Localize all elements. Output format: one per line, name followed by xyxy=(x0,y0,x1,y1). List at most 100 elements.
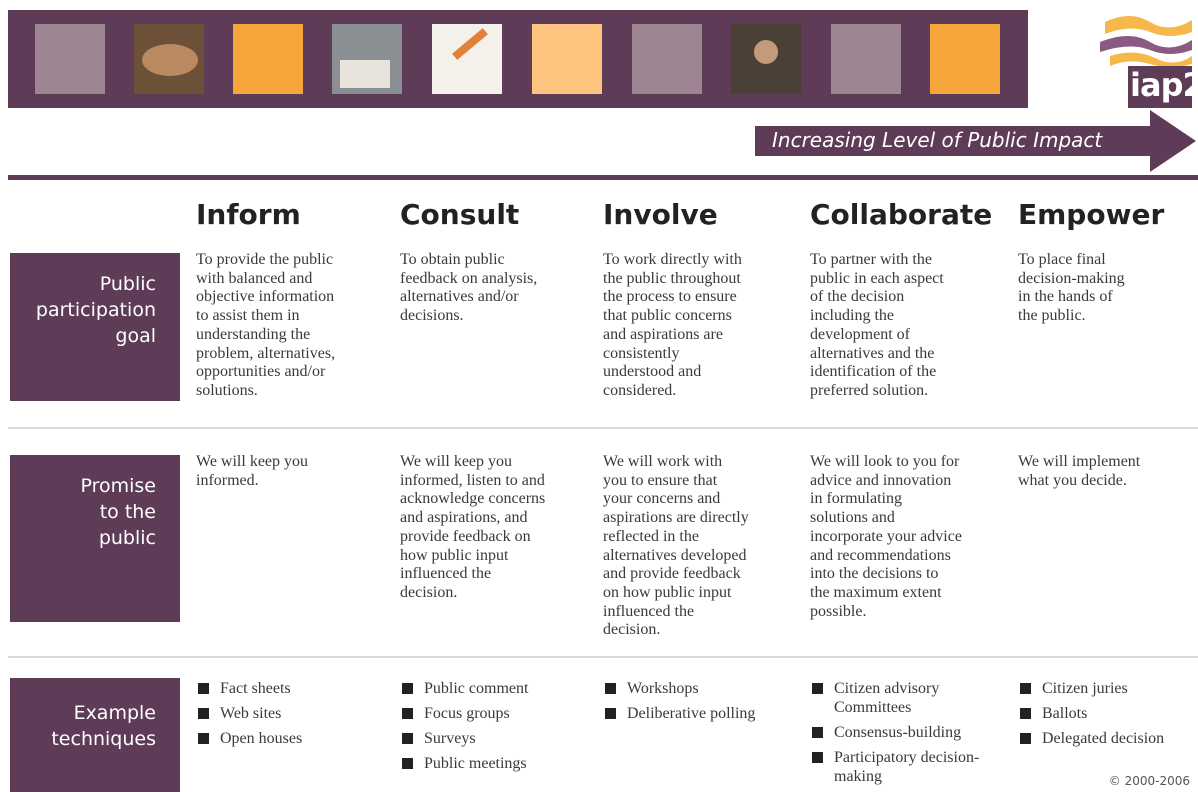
cell-line: you to ensure that xyxy=(603,471,718,489)
technique-item: Public meetings xyxy=(400,754,574,773)
row-label: Promise to the public xyxy=(10,455,180,622)
cell-line: reflected in the xyxy=(603,527,699,545)
cell-line: decision. xyxy=(603,621,661,639)
row-label-line: techniques xyxy=(51,728,156,750)
cell-line: solutions and xyxy=(810,509,895,527)
technique-list: Workshops Deliberative polling xyxy=(603,679,783,729)
impact-arrow-label: Increasing Level of Public Impact xyxy=(772,128,1103,152)
column-title: Consult xyxy=(400,198,520,231)
cell-line: decision. xyxy=(400,583,458,601)
technique-list: Public comment Focus groups Surveys Public … xyxy=(400,679,580,779)
cell: We will work with you to ensure that your … xyxy=(603,453,783,640)
cell-line: the public. xyxy=(1018,307,1086,325)
cell-line: We will keep you xyxy=(400,453,513,470)
cell-line: understanding the xyxy=(196,325,311,343)
cell-line: alternatives and/or xyxy=(400,288,519,306)
row-label-line: Example xyxy=(73,702,156,724)
cell-line: into the decisions to xyxy=(810,565,939,583)
technique-item: Consensus-building xyxy=(810,723,984,742)
cell-line: of the decision xyxy=(810,288,905,306)
cell-line: influenced the xyxy=(400,565,492,583)
row-label-line: participation xyxy=(35,299,156,321)
cell-line: the maximum extent xyxy=(810,583,942,601)
cell: We will look to you for advice and innova… xyxy=(810,453,990,621)
cell-line: To obtain public xyxy=(400,251,505,268)
cell-line: development of xyxy=(810,325,910,343)
cell-line: To provide the public xyxy=(196,251,334,268)
cell-line: on how public input xyxy=(603,583,732,601)
column-title: Inform xyxy=(196,198,301,231)
cell: We will keep you informed. xyxy=(196,453,376,490)
cell-line: solutions. xyxy=(196,381,258,399)
cell-line: To work directly with xyxy=(603,251,742,268)
row-label-line: goal xyxy=(115,325,156,347)
cell-line: We will implement xyxy=(1018,453,1141,470)
cell-line: possible. xyxy=(810,602,867,620)
technique-item: Citizen juries xyxy=(1018,679,1192,698)
technique-item: Web sites xyxy=(196,704,370,723)
separator xyxy=(8,656,1198,658)
cell-line: informed. xyxy=(196,471,259,489)
cell-line: public in each aspect xyxy=(810,269,944,287)
cell-line: consistently xyxy=(603,344,680,362)
cell: To provide the public with balanced and ob… xyxy=(196,251,376,401)
technique-item: Delegated decision xyxy=(1018,729,1192,748)
cell-line: We will look to you for xyxy=(810,453,960,470)
row-label: Public participation goal xyxy=(10,253,180,401)
cell-line: alternatives developed xyxy=(603,546,747,564)
technique-item: Citizen advisory Committees xyxy=(810,679,984,717)
cell-line: incorporate your advice xyxy=(810,527,962,545)
cell-line: considered. xyxy=(603,381,677,399)
column-title: Empower xyxy=(1018,198,1165,231)
technique-item: Deliberative polling xyxy=(603,704,777,723)
cell-line: to assist them in xyxy=(196,307,300,325)
cell-line: in formulating xyxy=(810,490,902,508)
technique-list: Citizen advisory Committees Consensus-bui… xyxy=(810,679,990,792)
technique-item: Ballots xyxy=(1018,704,1192,723)
header-graphics xyxy=(8,16,1198,180)
technique-list: Fact sheets Web sites Open houses xyxy=(196,679,376,754)
cell-line: advice and innovation xyxy=(810,471,952,489)
separator xyxy=(8,427,1198,429)
cell-line: To place final xyxy=(1018,251,1106,268)
cell-line: feedback on analysis, xyxy=(400,269,538,287)
cell-line: what you decide. xyxy=(1018,471,1127,489)
row-label-line: Public xyxy=(99,273,156,295)
cell-line: acknowledge concerns xyxy=(400,490,546,508)
cell-line: with balanced and xyxy=(196,269,313,287)
cell-line: To partner with the xyxy=(810,251,932,268)
cell: We will implement what you decide. xyxy=(1018,453,1198,490)
cell-line: provide feedback on xyxy=(400,527,531,545)
cell-line: decision-making xyxy=(1018,269,1125,287)
cell-line: decisions. xyxy=(400,307,464,325)
cell-line: problem, alternatives, xyxy=(196,344,336,362)
technique-list: Citizen juries Ballots Delegated decision xyxy=(1018,679,1198,754)
cell-line: that public concerns xyxy=(603,307,732,325)
cell-line: opportunities and/or xyxy=(196,363,326,381)
row-label: Example techniques xyxy=(10,678,180,792)
cell: To partner with the public in each aspect… xyxy=(810,251,990,401)
cell: To place final decision-making in the hand… xyxy=(1018,251,1198,326)
technique-item: Workshops xyxy=(603,679,777,698)
cell: To obtain public feedback on analysis, alt… xyxy=(400,251,580,326)
cell-line: influenced the xyxy=(603,602,695,620)
copyright: © 2000-2006 xyxy=(1108,774,1190,788)
cell-line: We will work with xyxy=(603,453,723,470)
technique-item: Open houses xyxy=(196,729,370,748)
technique-item: Public comment xyxy=(400,679,574,698)
cell-line: how public input xyxy=(400,546,509,564)
logo: iap2 xyxy=(1130,66,1198,104)
row-label-line: public xyxy=(98,527,156,549)
row-label-line: Promise xyxy=(80,475,156,497)
cell-line: and recommendations xyxy=(810,546,951,564)
cell-line: and aspirations, and xyxy=(400,509,528,527)
cell-line: understood and xyxy=(603,363,702,381)
column-title: Involve xyxy=(603,198,718,231)
technique-item: Focus groups xyxy=(400,704,574,723)
cell: To work directly with the public througho… xyxy=(603,251,783,401)
cell-line: We will keep you xyxy=(196,453,309,470)
cell-line: and aspirations are xyxy=(603,325,723,343)
cell-line: the public throughout xyxy=(603,269,741,287)
cell-line: including the xyxy=(810,307,894,325)
